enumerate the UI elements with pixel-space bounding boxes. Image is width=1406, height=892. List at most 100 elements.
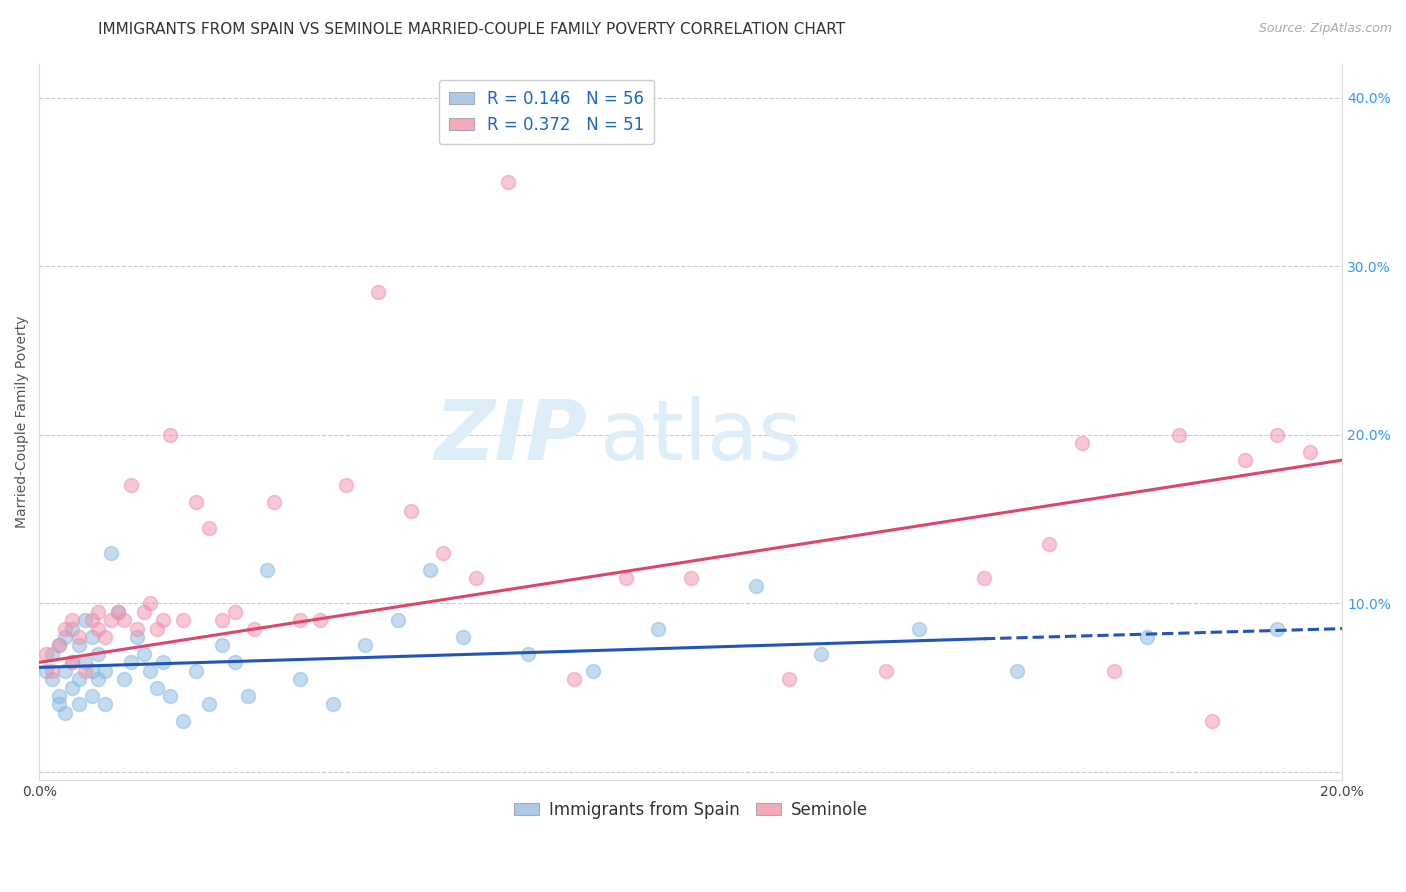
Point [67, 630, 90, 644]
Point [67, 698, 90, 712]
Point [41, 647, 63, 661]
Point [73, 656, 96, 670]
Point [112, 613, 135, 627]
Point [1201, 714, 1223, 729]
Text: IMMIGRANTS FROM SPAIN VS SEMINOLE MARRIED-COUPLE FAMILY POVERTY CORRELATION CHAR: IMMIGRANTS FROM SPAIN VS SEMINOLE MARRIE… [98, 22, 845, 37]
Point [308, 613, 330, 627]
Point [48, 689, 70, 703]
Point [1005, 664, 1028, 678]
Point [1299, 444, 1322, 458]
Point [152, 613, 174, 627]
Point [184, 495, 207, 509]
Point [243, 622, 266, 636]
Point [335, 478, 357, 492]
Point [419, 563, 441, 577]
Point [184, 664, 207, 678]
Point [60, 656, 83, 670]
Point [60, 656, 83, 670]
Point [647, 622, 669, 636]
Point [614, 571, 637, 585]
Point [112, 672, 135, 686]
Point [93, 630, 115, 644]
Point [55, 706, 77, 720]
Point [263, 495, 285, 509]
Point [172, 714, 194, 729]
Point [80, 630, 103, 644]
Point [224, 656, 246, 670]
Point [211, 639, 233, 653]
Point [80, 613, 103, 627]
Point [1265, 622, 1288, 636]
Point [48, 639, 70, 653]
Point [87, 622, 110, 636]
Point [322, 698, 344, 712]
Point [67, 639, 90, 653]
Point [120, 478, 142, 492]
Point [288, 613, 311, 627]
Point [908, 622, 931, 636]
Point [256, 563, 278, 577]
Point [745, 580, 768, 594]
Point [498, 175, 520, 189]
Point [127, 622, 149, 636]
Point [55, 664, 77, 678]
Point [562, 672, 585, 686]
Point [197, 520, 219, 534]
Point [159, 427, 181, 442]
Point [80, 689, 103, 703]
Text: Source: ZipAtlas.com: Source: ZipAtlas.com [1258, 22, 1392, 36]
Point [399, 503, 422, 517]
Point [1168, 427, 1191, 442]
Point [67, 672, 90, 686]
Point [1265, 427, 1288, 442]
Point [55, 622, 77, 636]
Point [60, 613, 83, 627]
Point [354, 639, 377, 653]
Point [224, 605, 246, 619]
Point [60, 681, 83, 695]
Point [93, 664, 115, 678]
Point [48, 639, 70, 653]
Point [100, 613, 122, 627]
Point [1233, 453, 1256, 467]
Point [73, 664, 96, 678]
Point [973, 571, 995, 585]
Point [517, 647, 540, 661]
Point [120, 656, 142, 670]
Point [1070, 436, 1092, 450]
Point [211, 613, 233, 627]
Point [87, 605, 110, 619]
Point [87, 672, 110, 686]
Point [236, 689, 259, 703]
Point [172, 613, 194, 627]
Point [100, 546, 122, 560]
Point [464, 571, 486, 585]
Point [41, 664, 63, 678]
Point [35, 664, 58, 678]
Point [387, 613, 409, 627]
Point [127, 630, 149, 644]
Point [451, 630, 474, 644]
Point [159, 689, 181, 703]
Point [582, 664, 605, 678]
Legend: Immigrants from Spain, Seminole: Immigrants from Spain, Seminole [508, 795, 875, 826]
Point [778, 672, 800, 686]
Point [875, 664, 897, 678]
Point [1038, 537, 1060, 551]
Text: ZIP: ZIP [434, 396, 586, 477]
Point [80, 664, 103, 678]
Point [73, 613, 96, 627]
Point [60, 622, 83, 636]
Point [152, 656, 174, 670]
Point [432, 546, 454, 560]
Point [132, 647, 155, 661]
Point [139, 664, 162, 678]
Text: atlas: atlas [599, 396, 801, 477]
Point [41, 672, 63, 686]
Point [810, 647, 832, 661]
Point [367, 285, 389, 299]
Point [197, 698, 219, 712]
Point [288, 672, 311, 686]
Point [35, 647, 58, 661]
Point [1136, 630, 1159, 644]
